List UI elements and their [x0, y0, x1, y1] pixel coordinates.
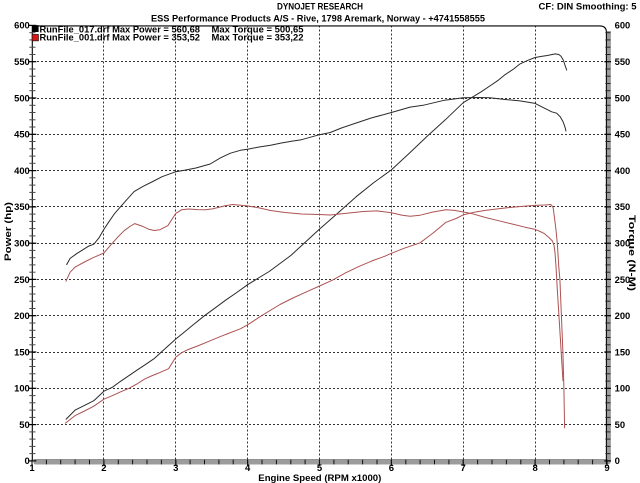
svg-text:200: 200 [14, 311, 30, 322]
svg-text:200: 200 [615, 311, 631, 322]
svg-text:CF: DIN Smoothing: 5: CF: DIN Smoothing: 5 [539, 2, 638, 13]
svg-text:250: 250 [14, 275, 30, 286]
svg-text:3: 3 [173, 463, 178, 474]
svg-text:100: 100 [615, 384, 631, 395]
svg-text:500: 500 [615, 93, 631, 104]
svg-text:8: 8 [532, 463, 537, 474]
svg-text:350: 350 [615, 202, 631, 213]
svg-text:50: 50 [19, 420, 30, 431]
svg-text:550: 550 [14, 57, 30, 68]
svg-text:500: 500 [14, 93, 30, 104]
svg-text:350: 350 [14, 202, 30, 213]
svg-text:250: 250 [615, 275, 631, 286]
svg-text:9: 9 [604, 463, 609, 474]
svg-text:4: 4 [245, 463, 251, 474]
svg-text:150: 150 [615, 347, 631, 358]
svg-text:Power (hp): Power (hp) [3, 202, 14, 261]
svg-text:0: 0 [25, 456, 30, 467]
svg-text:0: 0 [615, 456, 620, 467]
svg-text:RunFile_001.drf Max Power = 35: RunFile_001.drf Max Power = 353,52 [40, 33, 201, 43]
svg-text:Max Torque = 353,22: Max Torque = 353,22 [212, 33, 304, 43]
svg-text:300: 300 [14, 239, 30, 250]
svg-text:2: 2 [101, 463, 106, 474]
svg-text:100: 100 [14, 384, 30, 395]
svg-text:Torque (N-M): Torque (N-M) [626, 215, 637, 291]
svg-text:600: 600 [14, 21, 30, 32]
svg-text:5: 5 [317, 463, 323, 474]
svg-text:RunFile_017.drf Max Power = 56: RunFile_017.drf Max Power = 560,68 [40, 24, 201, 34]
svg-text:600: 600 [615, 21, 631, 32]
svg-text:DYNOJET RESEARCH: DYNOJET RESEARCH [277, 1, 363, 12]
svg-text:450: 450 [615, 130, 631, 141]
svg-text:50: 50 [615, 420, 626, 431]
svg-text:Engine Speed (RPM x1000): Engine Speed (RPM x1000) [258, 473, 381, 483]
svg-text:300: 300 [615, 239, 631, 250]
svg-text:400: 400 [14, 166, 30, 177]
svg-text:1: 1 [29, 463, 35, 474]
svg-text:7: 7 [461, 463, 466, 474]
svg-text:Max Torque = 500,65: Max Torque = 500,65 [212, 24, 304, 34]
svg-text:400: 400 [615, 166, 631, 177]
svg-text:450: 450 [14, 130, 30, 141]
svg-text:6: 6 [389, 463, 394, 474]
svg-text:ESS Performance Products A/S -: ESS Performance Products A/S - Rive, 179… [151, 13, 486, 24]
svg-text:150: 150 [14, 347, 30, 358]
svg-text:550: 550 [615, 57, 631, 68]
